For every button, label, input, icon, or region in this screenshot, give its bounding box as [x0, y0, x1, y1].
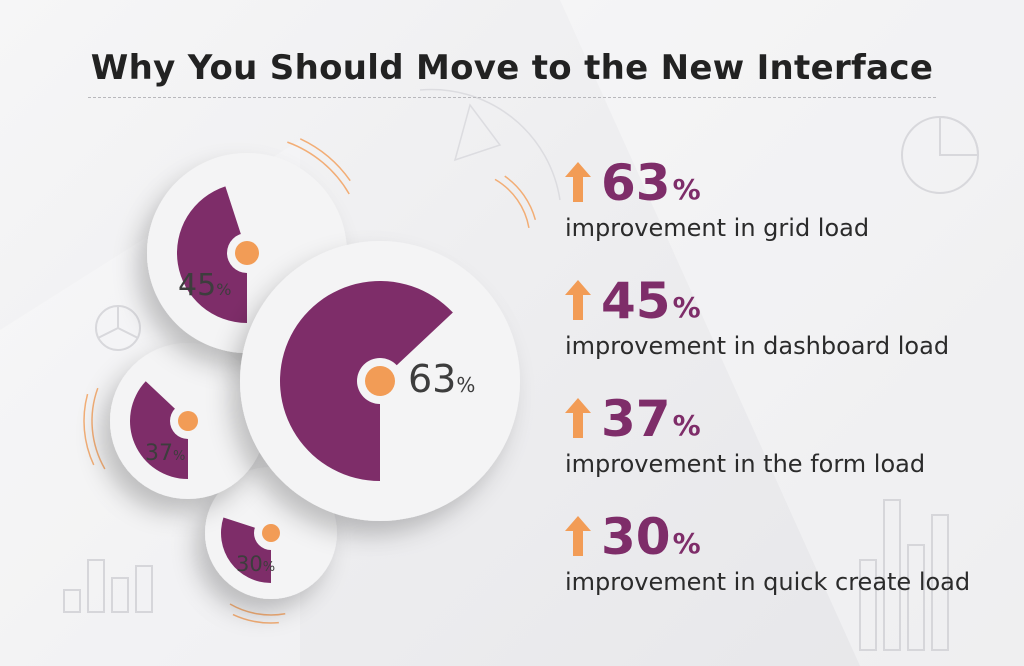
pie-cluster: 30% 37% 45% 63%: [83, 138, 537, 624]
stat-unit: %: [672, 527, 701, 560]
pie-center-dot: [178, 411, 198, 431]
stat-description: improvement in quick create load: [565, 568, 971, 596]
accent-arc: [504, 175, 537, 221]
stat-description: improvement in the form load: [565, 450, 926, 478]
pie-30: 30%: [205, 467, 337, 599]
stat-value: 37: [601, 390, 671, 448]
stat-item: 37 % improvement in the form load: [565, 386, 1005, 504]
accent-arc: [229, 603, 286, 616]
stat-item: 45 % improvement in dashboard load: [565, 268, 1005, 386]
stat-value: 30: [601, 508, 671, 566]
stat-value: 63: [601, 154, 671, 212]
accent-arc: [494, 178, 530, 228]
stat-unit: %: [672, 173, 701, 206]
accent-arc: [91, 387, 106, 470]
pie-value-label: 37%: [145, 441, 185, 466]
up-arrow-icon: [565, 280, 591, 320]
accent-arc: [83, 393, 95, 466]
title-divider: [88, 97, 936, 98]
pie-value-label: 63%: [408, 357, 475, 401]
page-title: Why You Should Move to the New Interface: [90, 48, 934, 88]
stat-item: 63 % improvement in grid load: [565, 150, 1005, 268]
pie-63: 63%: [240, 241, 520, 521]
pie-value-label: 45%: [178, 268, 231, 303]
pie-37: 37%: [110, 343, 266, 499]
up-arrow-icon: [565, 162, 591, 202]
pie-center-dot: [365, 366, 395, 396]
stat-value: 45: [601, 272, 671, 330]
up-arrow-icon: [565, 398, 591, 438]
stat-description: improvement in grid load: [565, 214, 870, 242]
stat-unit: %: [672, 291, 701, 324]
pie-value-label: 30%: [236, 552, 275, 576]
stat-item: 30 % improvement in quick create load: [565, 504, 1005, 622]
up-arrow-icon: [565, 516, 591, 556]
stat-description: improvement in dashboard load: [565, 332, 950, 360]
pie-slice: [130, 381, 188, 479]
stats-list: 63 % improvement in grid load 45 % impro…: [565, 150, 1005, 622]
stat-unit: %: [672, 409, 701, 442]
accent-arc: [287, 141, 350, 195]
pie-slice: [176, 186, 247, 323]
accent-arc: [299, 138, 351, 182]
pie-center-dot: [262, 524, 280, 542]
pie-center-dot: [235, 241, 259, 265]
accent-arc: [232, 613, 279, 624]
